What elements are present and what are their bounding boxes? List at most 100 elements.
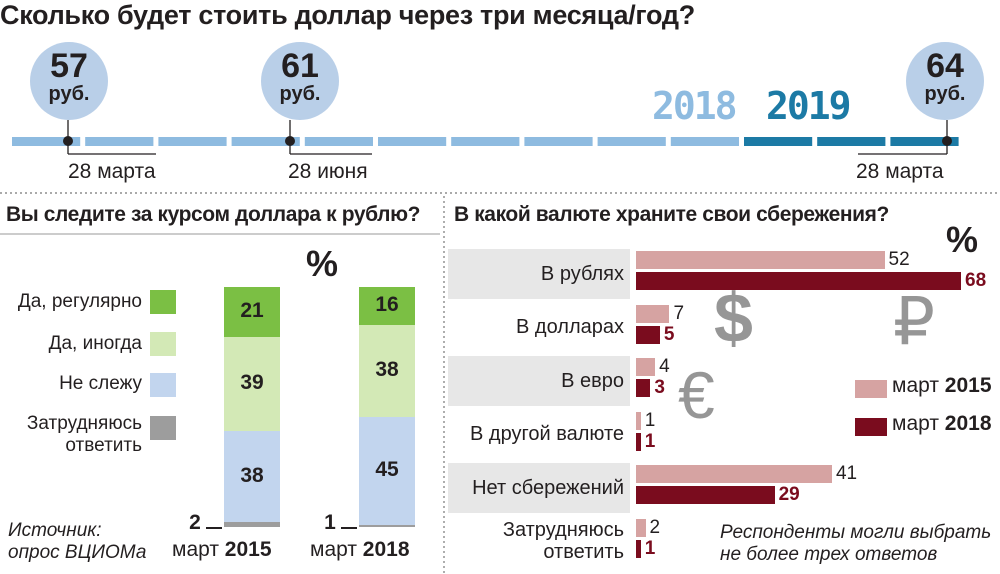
bar-value-label: 5 [663, 323, 675, 345]
savings-chart-title: В какой валюте храните свои сбережения? [454, 203, 889, 226]
stack-segment [224, 287, 280, 338]
category-label-line: В долларах [516, 316, 624, 339]
bubble-64: 64 руб. [906, 42, 984, 120]
bar [636, 411, 641, 430]
legend-line: ответить [65, 435, 142, 456]
bar [636, 251, 885, 269]
legend-month: март [892, 412, 939, 435]
stack-segment [224, 337, 280, 431]
bar-value-label: 7 [673, 302, 685, 324]
savings-percent-sign: % [946, 219, 979, 260]
timeline-marker-dot [285, 136, 295, 146]
bar [636, 358, 656, 376]
category-label-line: Нет сбережений [472, 476, 624, 499]
timeline-date: 28 июня [288, 160, 368, 183]
stack-segment [224, 522, 280, 527]
stack-value-label: 2 [189, 511, 201, 534]
note-line: не более трех ответов [720, 544, 938, 565]
timeline-segment [378, 137, 447, 146]
bar-value-label: 52 [888, 249, 910, 270]
bar-value-label: 4 [659, 356, 670, 377]
legend-swatch-no [150, 373, 176, 397]
stack-leader-line [206, 527, 222, 529]
legend-swatch-sometimes [150, 332, 176, 356]
page-title: Сколько будет стоить доллар через три ме… [0, 0, 695, 30]
bar [636, 379, 651, 397]
timeline-segment [158, 137, 227, 146]
bar-value-label: 29 [778, 484, 800, 505]
stack-value-label: 38 [240, 463, 264, 487]
legend-swatch-regular [150, 290, 176, 314]
stack-segment [359, 416, 415, 525]
stack-leader-line [341, 527, 357, 529]
legend-label-unsure: Затрудняюсь ответить [0, 413, 142, 457]
stack-segment [224, 431, 280, 523]
category-label-line: В евро [561, 369, 624, 392]
category-row-bg [448, 463, 630, 513]
legend-line: Затрудняюсь [26, 413, 142, 434]
timeline-track [12, 120, 959, 155]
legend-label-regular: Да, регулярно [17, 291, 142, 312]
note-line: Респонденты могли выбрать [720, 522, 992, 543]
bar-value-label: 2 [649, 516, 661, 538]
legend-month: март [892, 374, 939, 397]
dollar-icon: $ [714, 279, 753, 357]
category-label-line: В рублях [540, 262, 624, 285]
stack-segment [359, 524, 415, 527]
timeline-segment [524, 137, 593, 146]
category-label: Затрудняюсь ответить [444, 519, 624, 563]
legend-swatch-2015 [855, 380, 887, 398]
bar [636, 486, 775, 504]
bar-value-label: 3 [654, 377, 665, 398]
legend-label-2015: март 2015 [892, 374, 992, 398]
stack-value-label: 38 [375, 358, 399, 381]
timeline-marker-dot [942, 136, 952, 146]
category-label: В долларах [444, 316, 624, 338]
stack-value-label: 21 [240, 299, 264, 323]
timeline-segment [597, 137, 666, 146]
stack-value-label: 45 [375, 457, 399, 481]
bubble-unit: руб. [48, 83, 90, 105]
stack-value-label: 16 [375, 293, 399, 317]
legend-swatch-2018 [855, 418, 887, 436]
timeline-segment [85, 137, 154, 146]
bar [636, 465, 832, 483]
timeline-segment [304, 137, 373, 146]
bar-value-label: 68 [965, 270, 987, 291]
euro-icon: € [678, 358, 715, 432]
respondents-note: Респонденты могли выбрать не более трех … [720, 522, 991, 566]
category-label: В рублях [444, 263, 624, 285]
timeline-marker-dot [63, 136, 73, 146]
bar [636, 304, 670, 323]
stack-caption-2018: март 2018 [310, 538, 410, 562]
stack-value-label: 39 [240, 371, 264, 395]
category-label-line: ответить [543, 541, 624, 564]
caption-month: март [172, 538, 219, 561]
bar-value-label: 1 [644, 537, 656, 559]
bubble-unit: руб. [924, 83, 966, 105]
stack-value-label: 1 [324, 511, 336, 534]
stack-segment [359, 287, 415, 326]
bubble-value: 64 [926, 47, 964, 85]
bar-value-label: 1 [644, 409, 656, 431]
category-label-line: Затрудняюсь [502, 519, 624, 542]
bubble-57: 57 руб. [30, 42, 108, 120]
category-row-bg [448, 249, 630, 299]
timeline-segment [12, 137, 81, 146]
category-label: В евро [444, 370, 624, 392]
stack-caption-2015: март 2015 [172, 538, 272, 562]
bar-value-label: 41 [835, 463, 858, 484]
category-row-bg [448, 356, 630, 406]
ruble-icon: ₽ [893, 284, 935, 358]
legend-swatch-unsure [150, 416, 176, 440]
bubble-unit: руб. [279, 83, 321, 105]
bubble-value: 57 [50, 47, 88, 85]
timeline-segment [744, 137, 813, 146]
timeline-segment [890, 137, 959, 146]
tracking-percent-sign: % [306, 243, 339, 284]
bar-value-label: 1 [644, 430, 656, 452]
legend-label-sometimes: Да, иногда [48, 333, 142, 354]
timeline-segment [451, 137, 520, 146]
bar [636, 518, 646, 537]
